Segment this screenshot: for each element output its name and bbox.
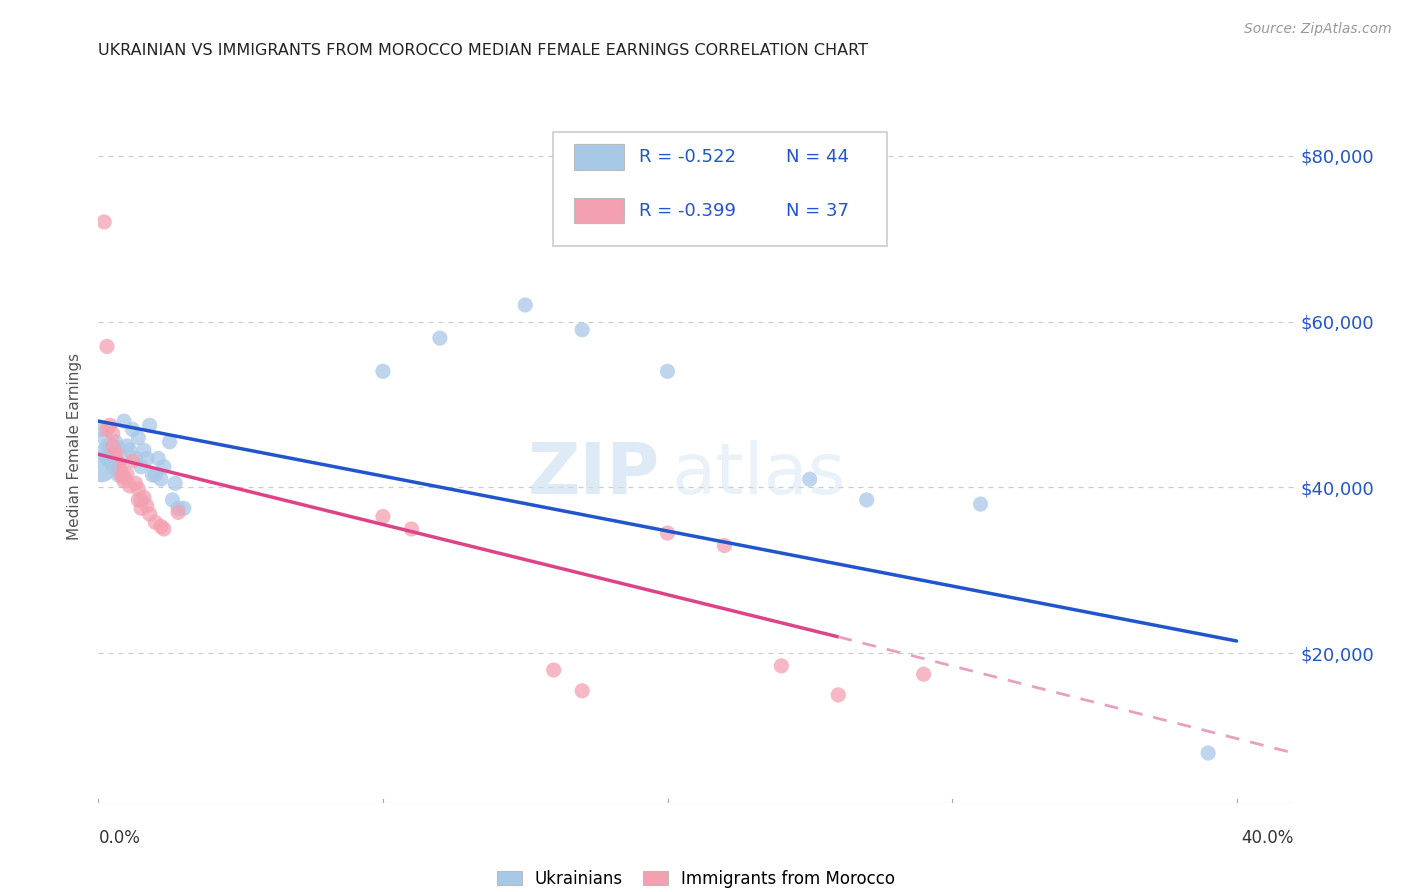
Text: N = 44: N = 44 [786,148,849,166]
Point [143,516,166,530]
Point [167,505,190,519]
Point [127,492,149,507]
Point [101,447,124,461]
Point [371,509,394,524]
Point [132,443,155,458]
Point [371,364,394,378]
Point [167,501,190,516]
Point [153,522,176,536]
Point [96,339,118,353]
Point [129,459,152,474]
Point [104,445,127,459]
Point [96,422,118,436]
Text: atlas: atlas [672,440,846,509]
Point [93,431,115,445]
Point [1197,746,1219,760]
Point [107,441,129,455]
Point [159,434,181,449]
Point [101,439,124,453]
Point [124,476,146,491]
Point [429,331,451,345]
Point [165,476,187,491]
Point [127,482,149,496]
Point [110,468,132,483]
Point [543,663,565,677]
Point [96,439,118,453]
Point [132,491,155,505]
Text: N = 37: N = 37 [786,202,849,219]
Point [571,683,593,698]
Point [98,418,121,433]
Point [118,479,141,493]
Text: R = -0.522: R = -0.522 [638,148,735,166]
Point [93,443,115,458]
FancyBboxPatch shape [553,132,887,246]
Point [118,443,141,458]
Point [104,456,127,470]
Point [135,499,157,513]
Point [127,431,149,445]
Point [112,470,135,484]
Point [115,439,138,453]
Point [110,451,132,466]
Point [150,519,173,533]
Point [112,474,135,488]
Point [90,422,112,436]
Text: 40.0%: 40.0% [1241,829,1294,847]
Point [912,667,935,681]
Point [827,688,849,702]
Point [110,464,132,478]
Point [770,659,793,673]
Point [107,468,129,483]
Point [969,497,991,511]
Point [115,467,138,482]
Text: R = -0.399: R = -0.399 [638,202,735,219]
Point [799,472,821,486]
Point [855,492,877,507]
Point [93,215,115,229]
Point [98,454,121,468]
Point [173,501,195,516]
Point [141,468,163,483]
Point [138,418,160,433]
Point [138,507,160,521]
Point [129,501,152,516]
Point [515,298,537,312]
Point [101,426,124,441]
Point [104,434,127,449]
Point [153,459,176,474]
Point [98,443,121,458]
Point [150,472,173,486]
Text: 0.0%: 0.0% [98,829,141,847]
Legend: Ukrainians, Immigrants from Morocco: Ukrainians, Immigrants from Morocco [489,863,903,892]
Point [107,459,129,474]
Point [571,323,593,337]
Point [135,451,157,466]
Point [101,459,124,474]
Point [121,454,143,468]
Point [713,539,735,553]
Point [148,451,170,466]
FancyBboxPatch shape [574,145,624,169]
Text: ZIP: ZIP [527,440,661,509]
Point [162,492,184,507]
FancyBboxPatch shape [574,198,624,223]
Point [90,459,112,474]
Point [104,451,127,466]
Point [657,364,679,378]
Point [107,456,129,470]
Point [124,451,146,466]
Point [657,526,679,541]
Point [96,451,118,466]
Y-axis label: Median Female Earnings: Median Female Earnings [67,352,83,540]
Point [401,522,423,536]
Text: UKRAINIAN VS IMMIGRANTS FROM MOROCCO MEDIAN FEMALE EARNINGS CORRELATION CHART: UKRAINIAN VS IMMIGRANTS FROM MOROCCO MED… [98,43,869,58]
Point [129,492,152,507]
Text: Source: ZipAtlas.com: Source: ZipAtlas.com [1244,22,1392,37]
Point [121,422,143,436]
Point [112,414,135,428]
Point [143,468,166,483]
